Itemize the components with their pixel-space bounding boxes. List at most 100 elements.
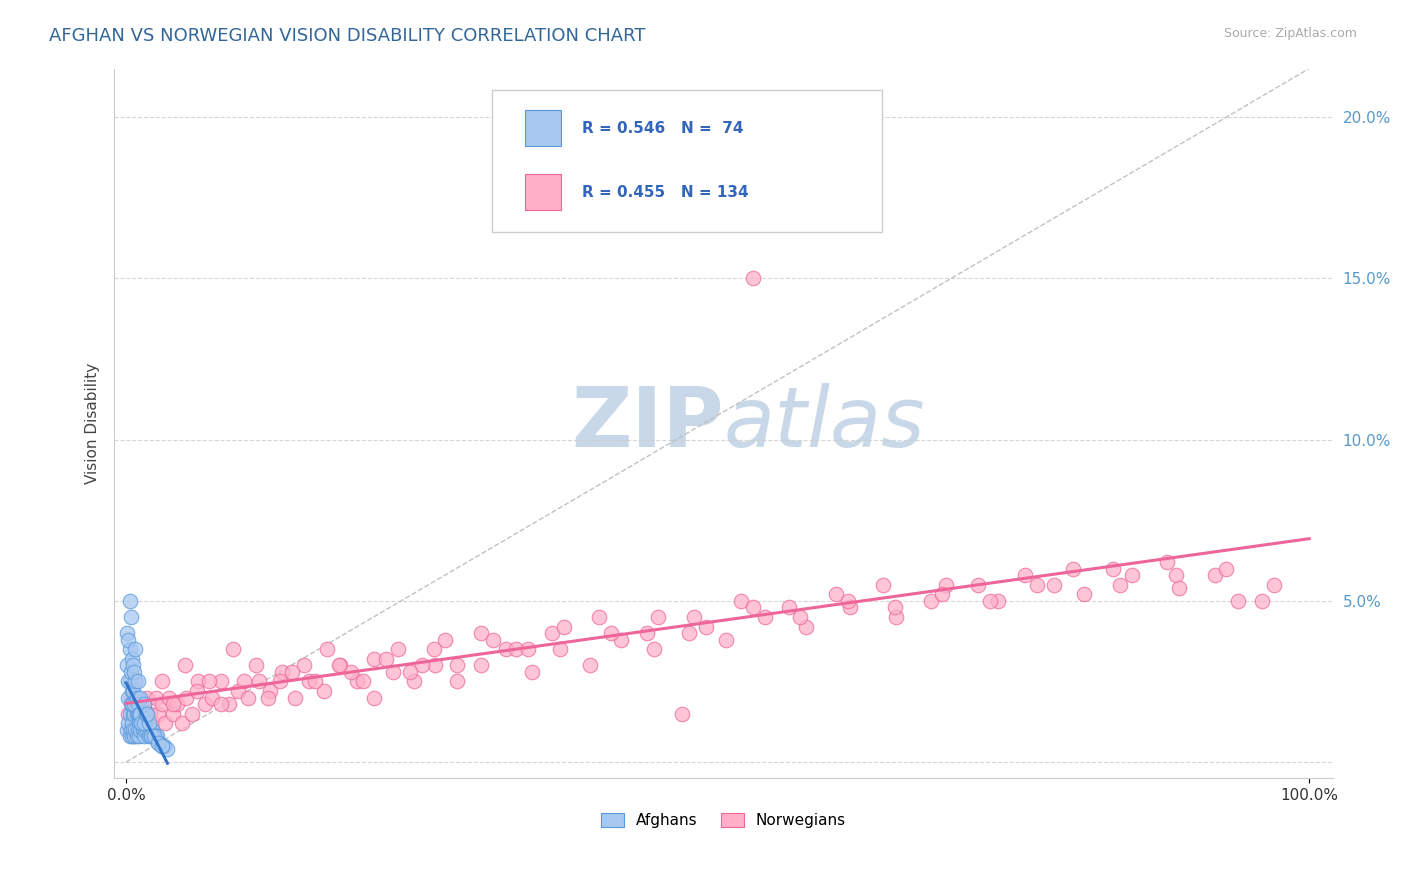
Point	[135, 716, 157, 731]
Point	[328, 658, 350, 673]
Point	[742, 271, 765, 285]
Point	[117, 632, 139, 647]
Point	[127, 674, 149, 689]
Point	[233, 674, 256, 689]
Point	[884, 610, 907, 624]
Point	[145, 690, 167, 705]
Point	[129, 723, 152, 737]
Point	[1014, 568, 1036, 582]
Point	[236, 690, 259, 705]
Point	[138, 716, 160, 731]
Point	[884, 600, 907, 615]
Point	[399, 665, 422, 679]
Point	[131, 706, 153, 721]
Point	[778, 600, 800, 615]
Point	[124, 729, 146, 743]
Point	[131, 723, 153, 737]
Point	[139, 729, 162, 743]
FancyBboxPatch shape	[524, 111, 561, 146]
Point	[131, 716, 153, 731]
Point	[174, 658, 197, 673]
Text: Source: ZipAtlas.com: Source: ZipAtlas.com	[1223, 27, 1357, 40]
Point	[588, 610, 610, 624]
Point	[198, 674, 221, 689]
Point	[1042, 577, 1064, 591]
Point	[146, 706, 169, 721]
Point	[153, 739, 176, 753]
Point	[194, 697, 217, 711]
Point	[553, 619, 575, 633]
Point	[422, 642, 444, 657]
Point	[382, 665, 405, 679]
Point	[600, 626, 623, 640]
Point	[714, 632, 737, 647]
Point	[1168, 581, 1191, 595]
Point	[118, 642, 141, 657]
Point	[541, 626, 564, 640]
Point	[1215, 561, 1237, 575]
Point	[423, 658, 446, 673]
Point	[124, 665, 146, 679]
Point	[754, 610, 776, 624]
Point	[839, 600, 862, 615]
Point	[548, 642, 571, 657]
Point	[931, 587, 953, 601]
Point	[520, 665, 543, 679]
Point	[470, 626, 492, 640]
Point	[352, 674, 374, 689]
Point	[505, 642, 527, 657]
Point	[124, 642, 146, 657]
Point	[118, 674, 141, 689]
Point	[141, 723, 163, 737]
Point	[121, 729, 143, 743]
Point	[127, 723, 149, 737]
Point	[1101, 561, 1123, 575]
Point	[138, 729, 160, 743]
Point	[125, 706, 148, 721]
Text: atlas: atlas	[724, 383, 925, 464]
Y-axis label: Vision Disability: Vision Disability	[86, 363, 100, 484]
Point	[117, 706, 139, 721]
Point	[150, 697, 173, 711]
Point	[120, 697, 142, 711]
Point	[115, 626, 138, 640]
Point	[132, 706, 155, 721]
Point	[117, 690, 139, 705]
Point	[209, 674, 232, 689]
Point	[127, 690, 149, 705]
Point	[872, 577, 894, 591]
Point	[150, 739, 173, 753]
Point	[316, 642, 339, 657]
Point	[706, 190, 728, 204]
Point	[304, 674, 326, 689]
Point	[495, 642, 517, 657]
Point	[121, 684, 143, 698]
Point	[375, 652, 398, 666]
FancyBboxPatch shape	[492, 90, 882, 232]
Point	[920, 594, 942, 608]
Point	[121, 716, 143, 731]
Point	[1121, 568, 1143, 582]
Point	[124, 723, 146, 737]
Point	[329, 658, 352, 673]
Point	[796, 619, 818, 633]
Point	[153, 716, 176, 731]
Point	[609, 632, 631, 647]
Point	[129, 690, 152, 705]
Point	[134, 723, 156, 737]
Point	[124, 729, 146, 743]
Point	[135, 706, 157, 721]
Point	[363, 690, 385, 705]
Point	[136, 690, 159, 705]
Point	[671, 706, 693, 721]
Point	[1227, 594, 1250, 608]
Point	[120, 723, 142, 737]
Point	[257, 690, 280, 705]
Point	[517, 642, 540, 657]
Point	[115, 658, 138, 673]
Point	[1263, 577, 1285, 591]
Point	[122, 723, 145, 737]
Point	[156, 742, 179, 756]
Point	[186, 684, 208, 698]
Point	[122, 658, 145, 673]
